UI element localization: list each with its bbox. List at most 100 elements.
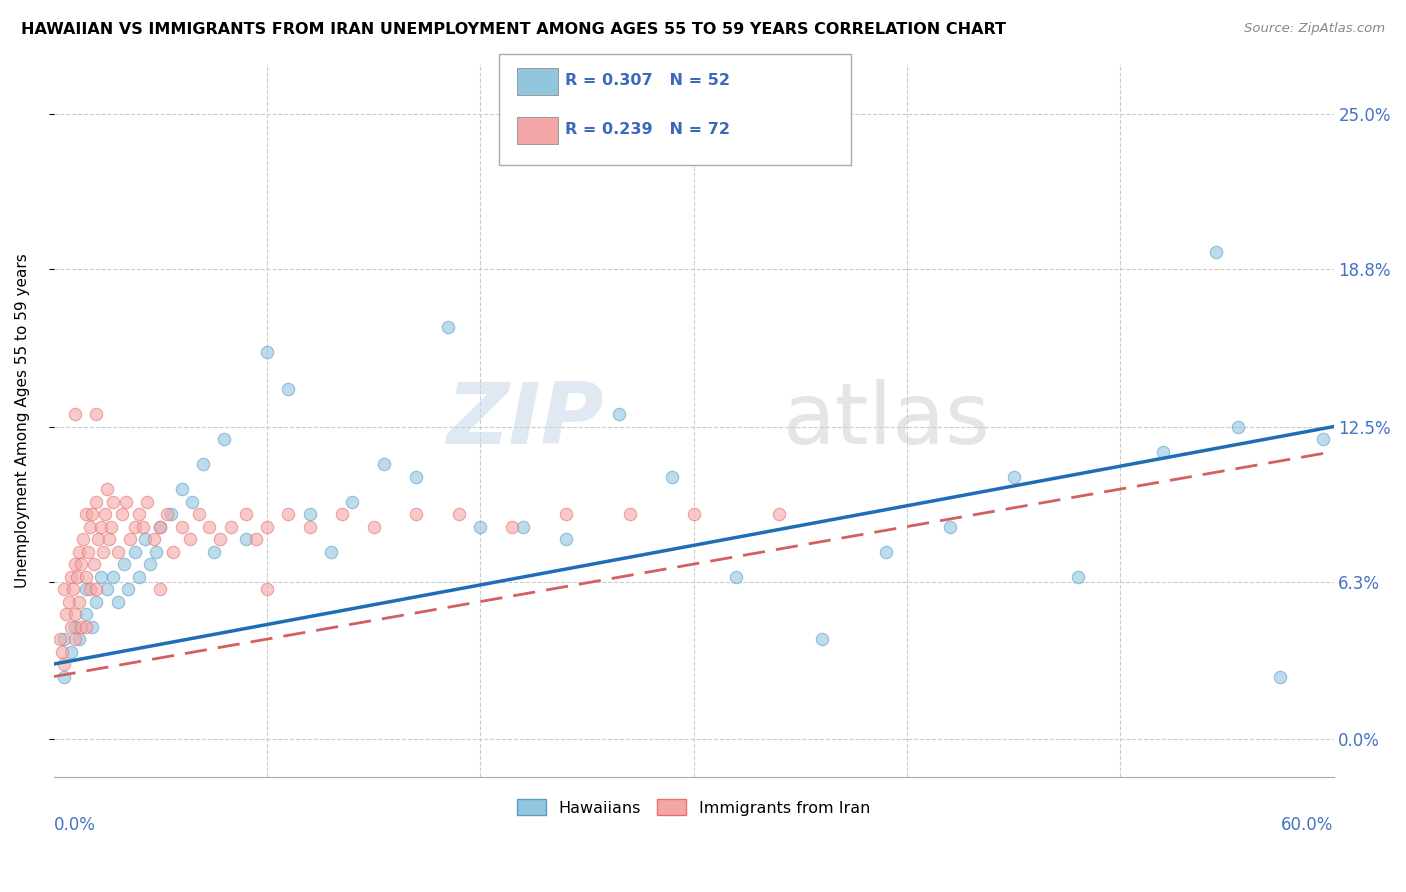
Point bbox=[202, 544, 225, 558]
Point bbox=[136, 494, 159, 508]
Point bbox=[1226, 419, 1249, 434]
Point bbox=[1002, 469, 1025, 483]
Point bbox=[63, 619, 86, 633]
Point bbox=[554, 532, 576, 546]
Point bbox=[512, 519, 534, 533]
Point bbox=[198, 519, 221, 533]
Point bbox=[619, 507, 641, 521]
Point bbox=[208, 532, 231, 546]
Point bbox=[90, 569, 112, 583]
Point bbox=[256, 344, 278, 359]
Point bbox=[75, 569, 97, 583]
Point bbox=[72, 532, 94, 546]
Point bbox=[83, 557, 105, 571]
Point bbox=[75, 582, 97, 596]
Point bbox=[1066, 569, 1088, 583]
Point bbox=[59, 569, 82, 583]
Point bbox=[810, 632, 832, 646]
Point bbox=[66, 569, 89, 583]
Point bbox=[67, 594, 90, 608]
Text: 0.0%: 0.0% bbox=[53, 816, 96, 834]
Point bbox=[107, 544, 129, 558]
Point bbox=[96, 482, 118, 496]
Point bbox=[53, 632, 76, 646]
Point bbox=[1270, 670, 1292, 684]
Point bbox=[91, 544, 114, 558]
Point bbox=[1152, 444, 1174, 458]
Point bbox=[59, 645, 82, 659]
Point bbox=[53, 670, 76, 684]
Point bbox=[132, 519, 155, 533]
Point bbox=[80, 507, 103, 521]
Point bbox=[405, 469, 427, 483]
Text: ZIP: ZIP bbox=[446, 379, 605, 462]
Point bbox=[149, 582, 172, 596]
Text: 60.0%: 60.0% bbox=[1281, 816, 1333, 834]
Point bbox=[84, 582, 107, 596]
Text: R = 0.239   N = 72: R = 0.239 N = 72 bbox=[565, 122, 730, 136]
Point bbox=[84, 407, 107, 421]
Point bbox=[554, 507, 576, 521]
Point bbox=[70, 557, 93, 571]
Point bbox=[1205, 244, 1227, 259]
Point bbox=[156, 507, 179, 521]
Point bbox=[160, 507, 183, 521]
Point bbox=[112, 557, 135, 571]
Point bbox=[187, 507, 209, 521]
Point bbox=[145, 544, 167, 558]
Text: Source: ZipAtlas.com: Source: ZipAtlas.com bbox=[1244, 22, 1385, 36]
Point bbox=[124, 519, 146, 533]
Point bbox=[55, 607, 77, 621]
Point bbox=[67, 544, 90, 558]
Point bbox=[51, 645, 73, 659]
Point bbox=[100, 519, 122, 533]
Point bbox=[84, 594, 107, 608]
Point bbox=[67, 632, 90, 646]
Point bbox=[75, 619, 97, 633]
Point bbox=[875, 544, 897, 558]
Point bbox=[277, 507, 299, 521]
Point bbox=[79, 582, 101, 596]
Point bbox=[103, 569, 125, 583]
Point bbox=[179, 532, 201, 546]
Y-axis label: Unemployment Among Ages 55 to 59 years: Unemployment Among Ages 55 to 59 years bbox=[15, 253, 30, 588]
Point bbox=[162, 544, 184, 558]
Point bbox=[79, 519, 101, 533]
Legend: Hawaiians, Immigrants from Iran: Hawaiians, Immigrants from Iran bbox=[510, 793, 876, 822]
Point bbox=[277, 382, 299, 396]
Point bbox=[59, 619, 82, 633]
Point bbox=[84, 494, 107, 508]
Point bbox=[298, 507, 321, 521]
Point bbox=[124, 544, 146, 558]
Point bbox=[298, 519, 321, 533]
Point bbox=[181, 494, 204, 508]
Point bbox=[214, 432, 236, 446]
Point bbox=[405, 507, 427, 521]
Point bbox=[117, 582, 139, 596]
Point bbox=[107, 594, 129, 608]
Point bbox=[235, 532, 257, 546]
Text: R = 0.307   N = 52: R = 0.307 N = 52 bbox=[565, 73, 730, 87]
Point bbox=[607, 407, 630, 421]
Point bbox=[725, 569, 748, 583]
Point bbox=[63, 557, 86, 571]
Point bbox=[87, 532, 110, 546]
Point bbox=[63, 407, 86, 421]
Point bbox=[768, 507, 790, 521]
Point bbox=[138, 557, 160, 571]
Point bbox=[76, 544, 98, 558]
Point bbox=[245, 532, 267, 546]
Point bbox=[128, 569, 150, 583]
Text: HAWAIIAN VS IMMIGRANTS FROM IRAN UNEMPLOYMENT AMONG AGES 55 TO 59 YEARS CORRELAT: HAWAIIAN VS IMMIGRANTS FROM IRAN UNEMPLO… bbox=[21, 22, 1007, 37]
Point bbox=[103, 494, 125, 508]
Point bbox=[235, 507, 257, 521]
Point bbox=[219, 519, 242, 533]
Point bbox=[191, 457, 214, 471]
Point bbox=[62, 582, 84, 596]
Point bbox=[149, 519, 172, 533]
Point bbox=[75, 607, 97, 621]
Point bbox=[53, 657, 76, 672]
Point bbox=[96, 582, 118, 596]
Point bbox=[90, 519, 112, 533]
Point bbox=[501, 519, 523, 533]
